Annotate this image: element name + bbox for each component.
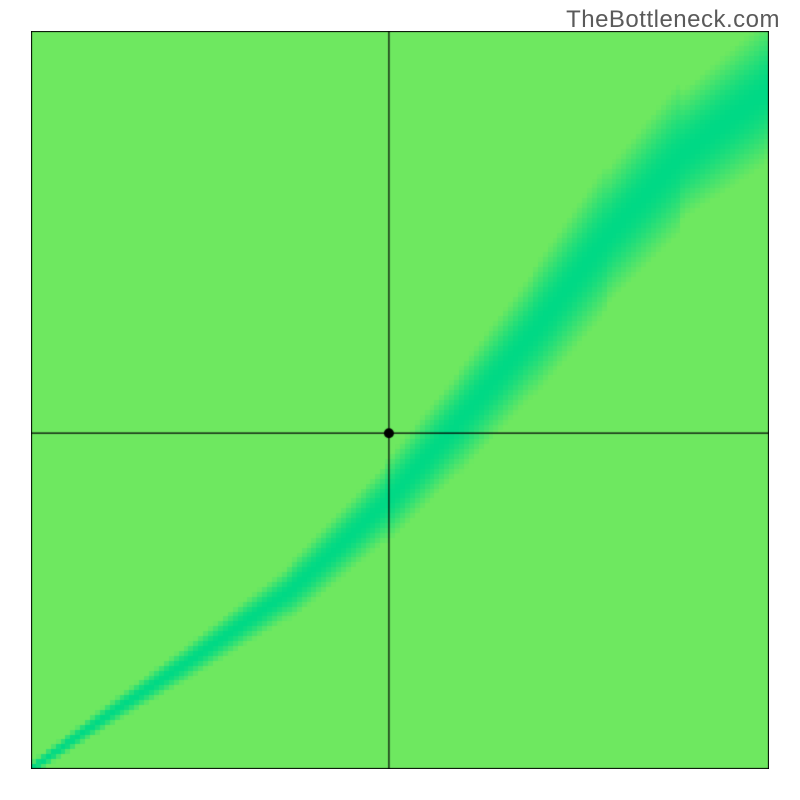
watermark-label: TheBottleneck.com [566,6,780,34]
heatmap-canvas [31,31,769,769]
chart-container: TheBottleneck.com [0,0,800,800]
heatmap-plot [31,31,769,769]
